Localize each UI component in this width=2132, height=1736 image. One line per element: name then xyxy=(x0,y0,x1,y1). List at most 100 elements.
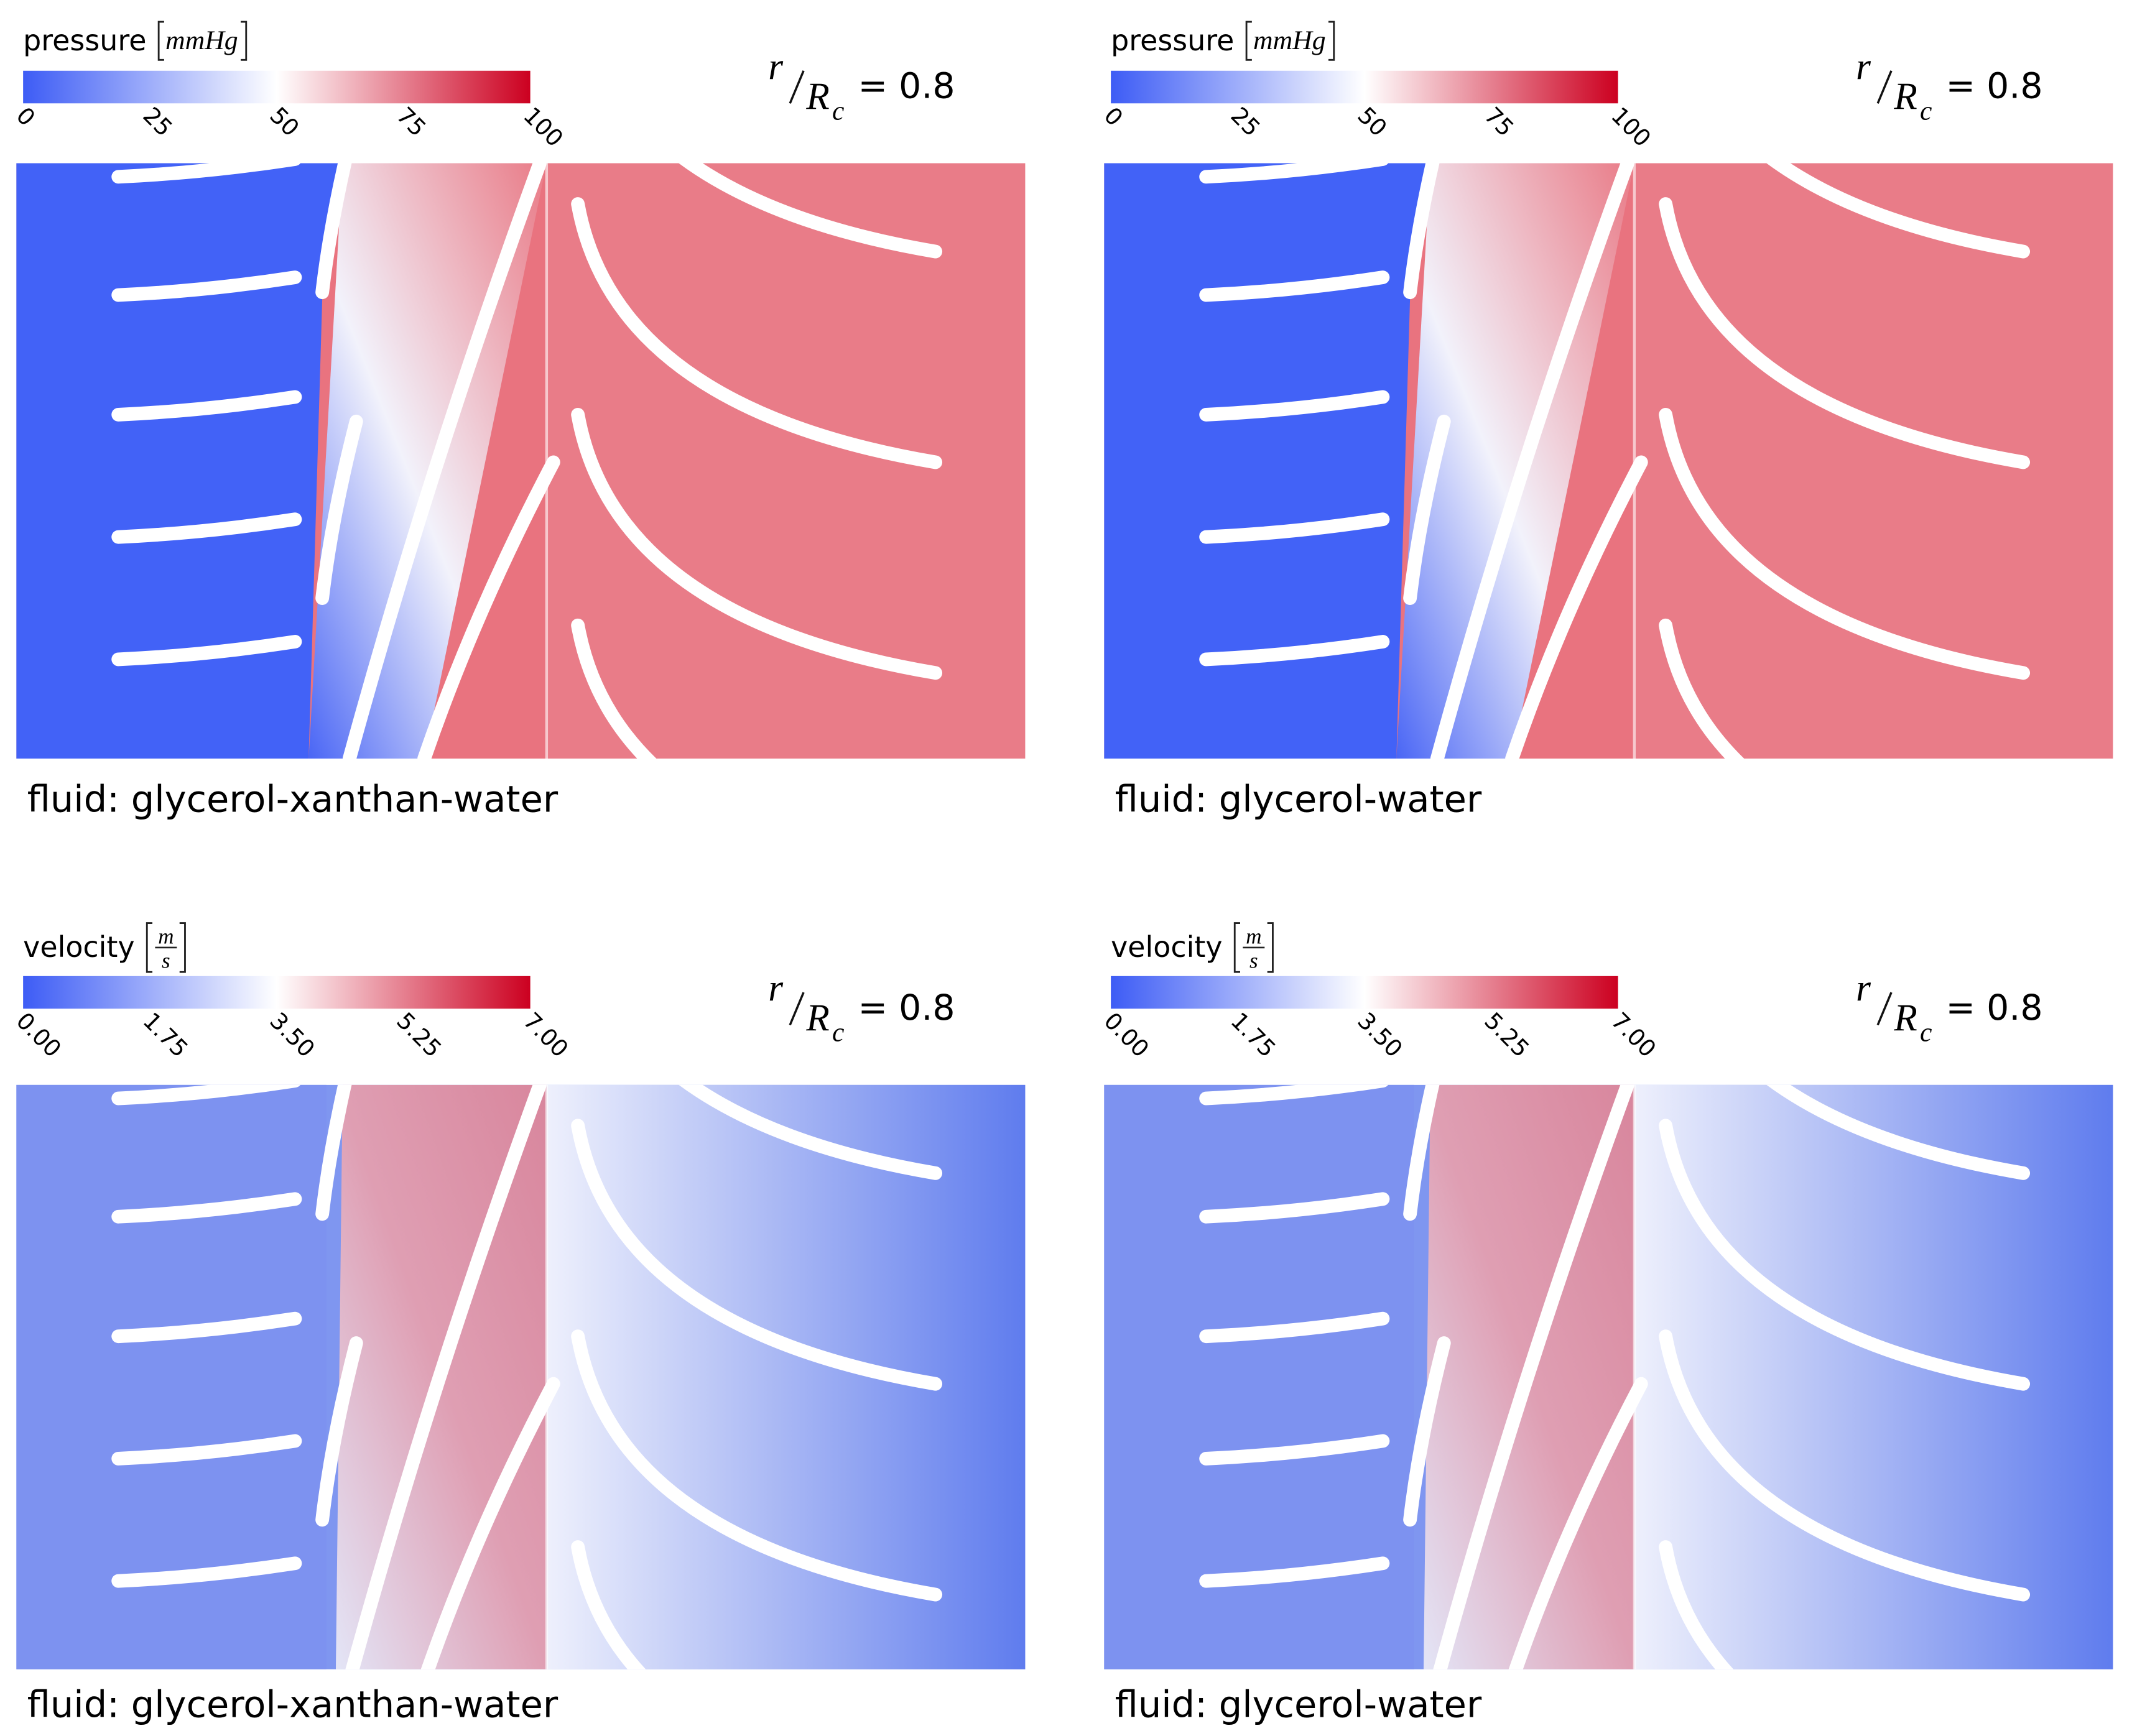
colorbar-tick-label: 0 xyxy=(11,102,40,131)
field-region xyxy=(16,163,343,759)
field-region xyxy=(1104,163,1430,759)
ratio-subscript: c xyxy=(1920,1018,1932,1048)
diffuser-blade xyxy=(571,197,943,469)
bracket xyxy=(1233,922,1240,973)
rotor-blade xyxy=(1508,1377,1648,1669)
colorbar-tick-label: 75 xyxy=(1479,102,1519,142)
diffuser-blade xyxy=(571,1119,943,1391)
colorbar xyxy=(1111,70,1618,104)
contour-field xyxy=(16,163,1026,759)
colorbar-tick-label: 5.25 xyxy=(1479,1007,1534,1063)
caption: fluid: glycerol-xanthan-water xyxy=(27,1683,558,1725)
contour-field xyxy=(1104,1084,2113,1669)
diffuser-blade xyxy=(1659,618,1745,759)
unit-denominator: s xyxy=(162,949,170,973)
bracket xyxy=(1245,21,1252,61)
rotor-blade xyxy=(1433,1084,1634,1669)
colorbar-tick-label: 50 xyxy=(264,102,304,142)
ratio-numerator: r xyxy=(1856,967,1871,1009)
rotor-blade xyxy=(315,1084,352,1221)
diffuser-blade xyxy=(1766,163,2031,259)
field-region xyxy=(546,1084,1026,1669)
bracket xyxy=(146,922,153,973)
stator-vane xyxy=(111,390,302,422)
stator-vane xyxy=(111,1311,302,1344)
caption: fluid: glycerol-water xyxy=(1115,777,1482,820)
colorbar-tick-label: 25 xyxy=(138,102,178,142)
colorbar-tick-label: 0.00 xyxy=(11,1007,67,1063)
ratio-subscript: c xyxy=(832,1018,844,1048)
colorbar xyxy=(1111,976,1618,1009)
stator-vane xyxy=(111,1192,302,1224)
diffuser-blade xyxy=(571,618,657,759)
diffuser-blade xyxy=(1659,407,2031,680)
ratio-relation: = 0.8 xyxy=(1945,66,2042,107)
unit-denominator: s xyxy=(1249,949,1258,973)
diffuser-blade xyxy=(1659,1329,2031,1602)
colorbar-tick-label: 3.50 xyxy=(264,1007,320,1063)
bracket xyxy=(1328,21,1335,61)
stator-vane xyxy=(111,1434,302,1466)
ratio-slash xyxy=(789,70,805,104)
ratio-denominator: R xyxy=(1893,75,1917,118)
rotor-blade xyxy=(1430,163,1634,759)
stator-vane xyxy=(111,512,302,544)
rotor-blade xyxy=(417,455,560,759)
panel: velocity ms 0.00 1.75 3.50 5.25 7.00 rR c = 0.8 fl… xyxy=(11,922,1026,1725)
stator-vane xyxy=(1199,1311,1390,1344)
caption: fluid: glycerol-water xyxy=(1115,1683,1482,1725)
ratio-slash xyxy=(1876,70,1893,104)
stator-vane xyxy=(111,270,302,302)
rotor-blade xyxy=(315,1336,363,1527)
colorbar-tick-label: 1.75 xyxy=(138,1007,193,1063)
rotor-blade xyxy=(1403,414,1451,605)
rotor-blade xyxy=(342,163,547,759)
stator-vane xyxy=(111,163,301,184)
ratio-relation: = 0.8 xyxy=(858,66,955,107)
rotor-blade xyxy=(420,1377,560,1669)
unit-numerator: m xyxy=(1246,924,1261,948)
ratio-denominator: R xyxy=(1893,997,1917,1039)
colorbar-label: pressure xyxy=(23,24,146,57)
field-region xyxy=(1634,163,2113,759)
colorbar-label: velocity xyxy=(1111,930,1222,964)
colorbar-tick-label: 25 xyxy=(1226,102,1266,142)
colorbar-tick-label: 75 xyxy=(391,102,431,142)
colorbar-unit: mmHg xyxy=(1253,25,1326,55)
colorbar-tick-label: 3.50 xyxy=(1352,1007,1407,1063)
diffuser-blade xyxy=(679,163,943,259)
field-region xyxy=(1104,1084,1414,1669)
rotor-blade xyxy=(315,414,363,605)
colorbar-tick-label: 0 xyxy=(1099,102,1128,131)
diffuser-blade xyxy=(679,1084,943,1180)
diffuser-blade xyxy=(1659,1540,1734,1669)
field-region xyxy=(546,163,1026,759)
bracket xyxy=(241,21,248,61)
diffuser-blade xyxy=(1659,1119,2031,1391)
stator-vane xyxy=(1199,1434,1390,1466)
diffuser-blade xyxy=(571,1540,646,1669)
stator-vane xyxy=(1199,1084,1389,1106)
stator-vane xyxy=(1199,1556,1390,1588)
colorbar xyxy=(23,70,531,104)
diffuser-blade xyxy=(1766,1084,2031,1180)
ratio-slash xyxy=(1876,992,1893,1026)
ratio-numerator: r xyxy=(1856,45,1871,88)
rotor-blade xyxy=(1403,1336,1451,1527)
colorbar-tick-label: 7.00 xyxy=(1606,1007,1661,1063)
colorbar-tick-label: 5.25 xyxy=(391,1007,447,1063)
stator-vane xyxy=(1199,512,1390,544)
stator-vane xyxy=(1199,390,1390,422)
field-region xyxy=(16,1084,327,1669)
stator-vane xyxy=(1199,163,1389,184)
colorbar xyxy=(23,976,531,1009)
bracket xyxy=(1267,922,1274,973)
stator-vane xyxy=(111,1084,301,1106)
ratio-relation: = 0.8 xyxy=(1945,987,2042,1028)
unit-numerator: m xyxy=(158,924,174,948)
colorbar-tick-label: 50 xyxy=(1352,102,1392,142)
colorbar-tick-label: 7.00 xyxy=(518,1007,573,1063)
panel: velocity ms 0.00 1.75 3.50 5.25 7.00 rR c = 0.8 fl… xyxy=(1099,922,2113,1725)
